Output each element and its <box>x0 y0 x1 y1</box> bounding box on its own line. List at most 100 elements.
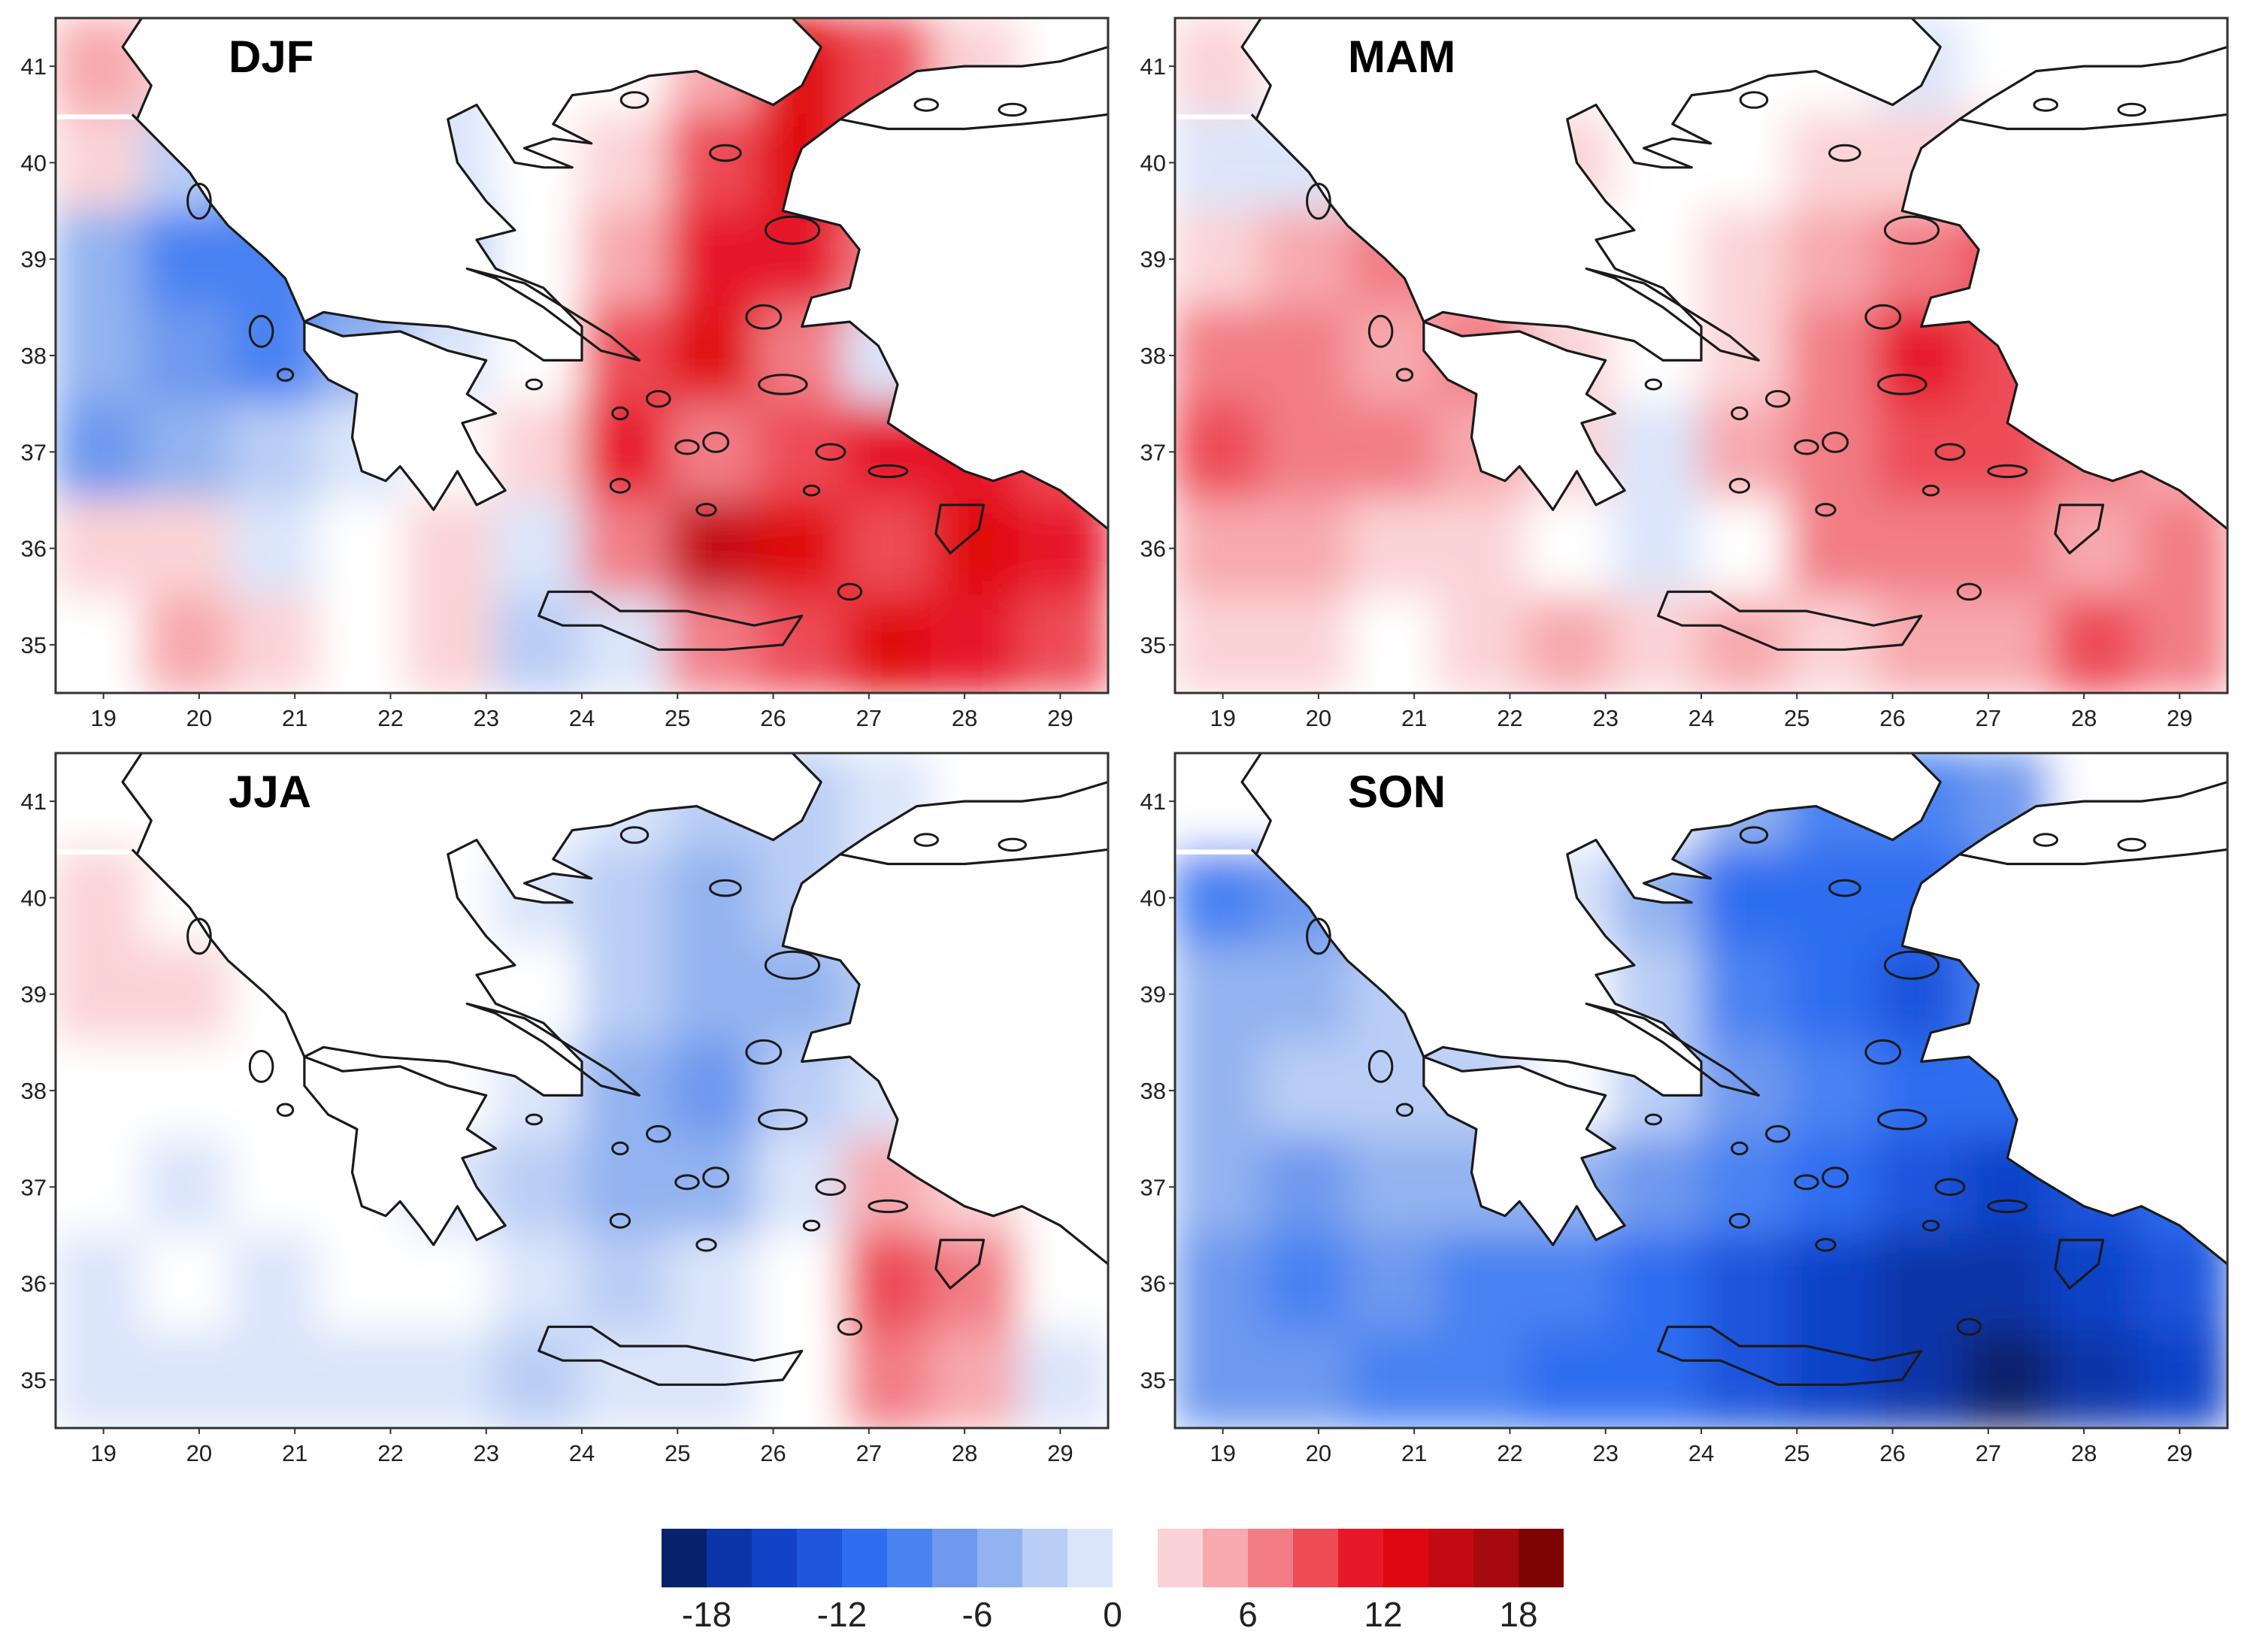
colorbar-swatch <box>932 1529 977 1587</box>
island-outline <box>525 1113 544 1126</box>
colorbar-swatch <box>1158 1529 1203 1587</box>
bias-cell <box>1261 402 1352 502</box>
coastline <box>1240 18 2227 651</box>
bias-cell <box>1175 595 1264 693</box>
y-tick-label: 36 <box>1140 536 1166 562</box>
bias-cell <box>580 113 671 213</box>
island-outline <box>248 314 274 348</box>
y-tick-label: 39 <box>21 247 47 273</box>
island-outline <box>609 1212 631 1229</box>
bias-cell <box>1261 305 1352 406</box>
y-tick-label: 38 <box>1140 1078 1166 1104</box>
bias-cell <box>1700 848 1791 948</box>
x-tick-label: 29 <box>2167 705 2192 731</box>
x-tick-label: 23 <box>1592 1440 1618 1466</box>
x-tick-label: 27 <box>1976 1440 2001 1466</box>
bias-cell <box>56 753 145 852</box>
y-tick-label: 39 <box>1140 982 1166 1008</box>
bias-cell <box>229 1233 320 1333</box>
island-outline <box>702 431 730 453</box>
island-outline <box>609 477 631 494</box>
x-tick-label: 25 <box>1784 705 1809 731</box>
bias-cell <box>668 305 759 406</box>
bias-cell <box>1700 113 1791 213</box>
bias-cell <box>317 498 408 598</box>
bias-cell <box>1612 1330 1703 1428</box>
island-outline <box>1864 304 1902 330</box>
x-tick-label: 20 <box>186 1440 212 1466</box>
y-tick-label: 38 <box>21 1078 47 1104</box>
bias-cell <box>1787 1233 1879 1333</box>
bias-cell <box>229 498 320 598</box>
season-label: DJF <box>229 32 313 82</box>
island-outline <box>745 1039 783 1065</box>
land-mask <box>783 18 1108 529</box>
colorbar-swatch <box>797 1529 842 1587</box>
colorbar-swatch <box>1383 1529 1428 1587</box>
bias-cell <box>580 944 671 1044</box>
bias-cell <box>317 1330 408 1428</box>
island-outline <box>815 443 846 461</box>
bias-cell <box>404 1233 496 1333</box>
map-mam: MAM 35 36 37 38 39 40 41 19 20 21 22 23 24 25 26 27 28 29 <box>1140 17 2229 731</box>
bias-cell <box>668 113 759 213</box>
bias-cell <box>1175 402 1264 502</box>
bias-cell <box>492 595 583 693</box>
bias-cell <box>1349 1330 1440 1428</box>
colorbar-swatch <box>1519 1529 1564 1587</box>
bias-cell <box>1700 1137 1791 1237</box>
colorbar-swatch <box>1473 1529 1519 1587</box>
x-tick-label: 26 <box>760 1440 786 1466</box>
island-outline <box>1864 1039 1902 1065</box>
bias-cell <box>1175 113 1264 213</box>
island-outline <box>611 1141 629 1156</box>
bias-cell <box>56 1233 145 1333</box>
island-outline <box>695 503 717 517</box>
colorbar-tick-label: 0 <box>1103 1595 1122 1634</box>
bias-cell <box>1437 1233 1528 1333</box>
season-label: JJA <box>229 767 311 817</box>
bias-cell <box>756 402 846 502</box>
bias-cell <box>404 498 496 598</box>
bias-cell <box>1524 595 1616 693</box>
bias-cell <box>1875 1137 1966 1237</box>
island-outline <box>998 102 1027 117</box>
colorbar-tick-label: -18 <box>682 1595 731 1634</box>
land-mask <box>1423 1057 1625 1245</box>
colorbar-swatch <box>1338 1529 1383 1587</box>
island-outline <box>1395 368 1414 382</box>
land-mask <box>1423 322 1625 510</box>
island-outline <box>1739 826 1769 844</box>
bias-cell <box>492 498 583 598</box>
island-outline <box>1794 439 1819 455</box>
bias-cell <box>1261 595 1352 693</box>
bias-cell <box>668 498 759 598</box>
island-outline <box>1815 503 1837 517</box>
bias-cell <box>1875 1233 1966 1333</box>
y-tick-label: 39 <box>1140 247 1166 273</box>
x-tick-label: 25 <box>665 1440 690 1466</box>
bias-cell <box>1875 595 1966 693</box>
colorbar-swatch <box>1022 1529 1067 1587</box>
bias-cell <box>580 305 671 406</box>
x-tick-label: 24 <box>569 705 595 731</box>
island-outline <box>1306 918 1331 955</box>
x-tick-label: 22 <box>1497 705 1522 731</box>
bias-cell <box>1175 1233 1264 1333</box>
island-outline <box>1765 389 1791 408</box>
bias-cell <box>317 595 408 693</box>
island-outline <box>802 484 821 497</box>
x-tick-label: 24 <box>569 1440 595 1466</box>
bias-cell <box>1261 1137 1352 1237</box>
x-tick-label: 21 <box>282 1440 307 1466</box>
panel-jja: JJA 35 36 37 38 39 40 41 19 20 21 22 23 24 25 26 27 28 29 <box>9 746 1116 1467</box>
bias-cell <box>1175 498 1264 598</box>
island-outline <box>913 98 939 112</box>
bias-cell <box>56 305 145 406</box>
bias-cell <box>1963 595 2054 693</box>
bias-cell <box>1175 305 1264 406</box>
bias-cell <box>756 1233 846 1333</box>
y-tick-label: 35 <box>1140 1367 1166 1393</box>
bias-cell <box>1787 498 1879 598</box>
x-tick-label: 26 <box>1879 1440 1905 1466</box>
